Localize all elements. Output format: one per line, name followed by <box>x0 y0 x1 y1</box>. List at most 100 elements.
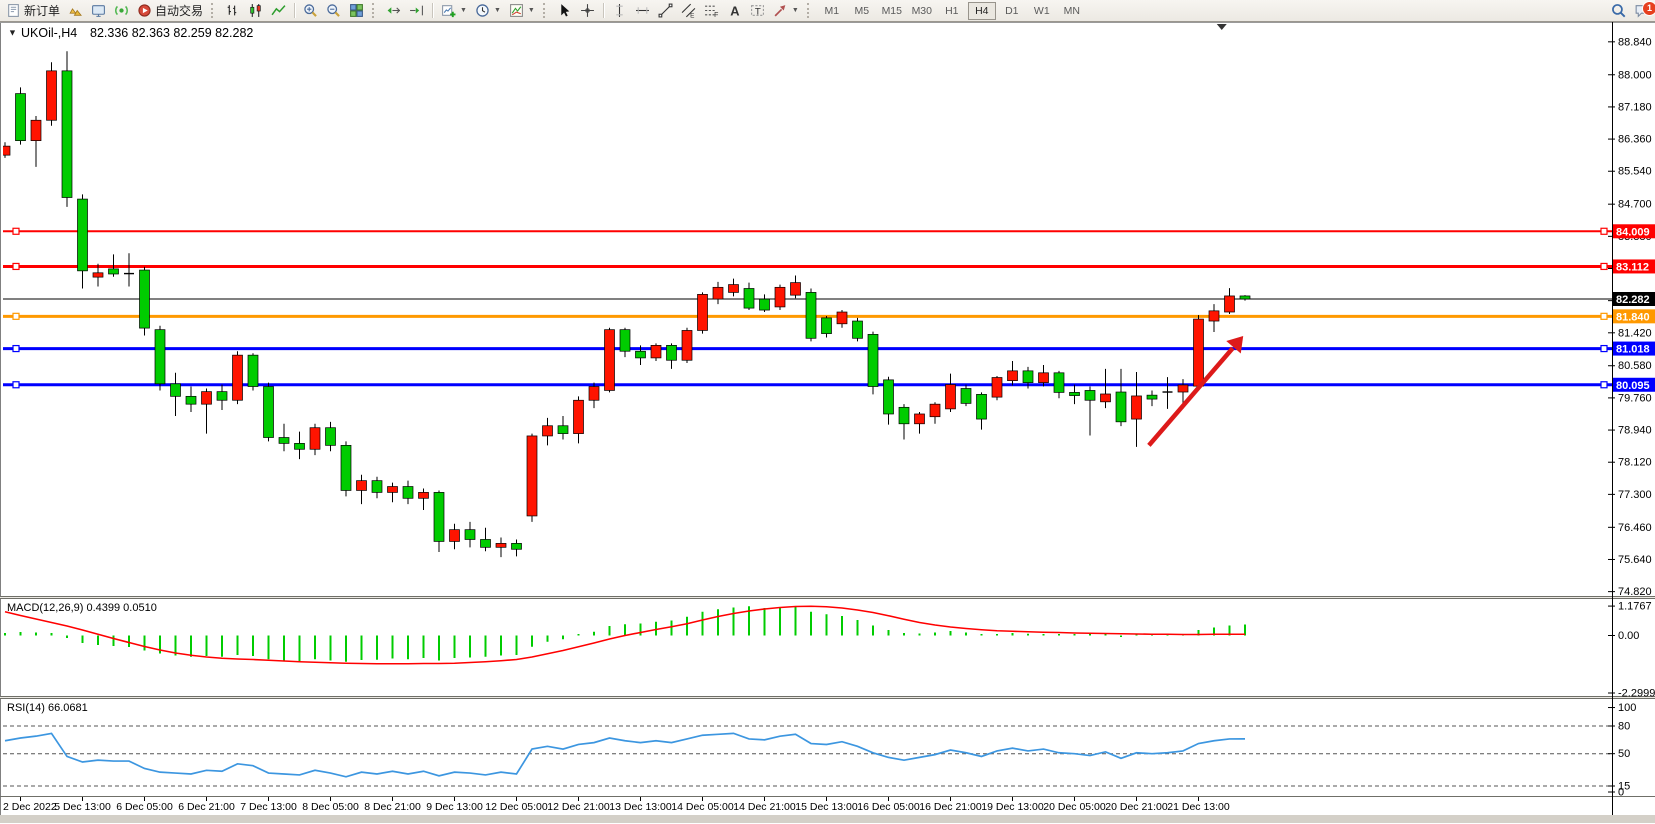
timeframe-button-mn[interactable]: MN <box>1063 4 1080 17</box>
trend-arrow-annotation[interactable] <box>1147 335 1244 447</box>
price-scale[interactable]: 88.84088.00087.18086.36085.54084.70083.8… <box>1608 22 1655 815</box>
time-axis-label: 21 Dec 13:00 <box>1167 801 1230 813</box>
text-icon: A <box>730 3 739 18</box>
vertical-line-icon <box>616 4 623 17</box>
toolbar-grip[interactable] <box>806 3 812 18</box>
auto-scroll-button[interactable] <box>382 0 405 21</box>
price-line-tag-80.095: 80.095 <box>1613 377 1655 392</box>
main-price-pane[interactable] <box>0 24 1612 558</box>
candle <box>666 343 677 369</box>
candle <box>542 417 553 446</box>
chevron-down-icon[interactable]: ▼ <box>791 7 799 14</box>
price-line-80.095[interactable] <box>3 381 1612 389</box>
candle <box>619 327 631 358</box>
chevron-down-icon[interactable]: ▼ <box>527 7 535 14</box>
fibonacci-button[interactable]: F <box>700 0 723 21</box>
terminal-icon <box>92 5 105 17</box>
text-label-button[interactable]: T <box>746 0 769 21</box>
rsi-pane[interactable] <box>3 725 1612 787</box>
svg-text:A: A <box>730 3 739 18</box>
zoom-in-button[interactable] <box>299 0 322 21</box>
timeframe-button-m15[interactable]: M15 <box>881 4 902 17</box>
candle <box>387 482 398 503</box>
candle <box>418 488 429 511</box>
profiles-button[interactable]: ▼ <box>471 0 505 21</box>
time-axis-label: 15 Dec 13:00 <box>795 801 858 813</box>
chart-collapse-icon[interactable]: ▼ <box>8 28 17 38</box>
candle <box>774 284 786 311</box>
candle <box>945 373 956 413</box>
crosshair-button[interactable] <box>576 0 599 21</box>
pane-separator[interactable] <box>0 596 1655 599</box>
line-chart-button[interactable] <box>267 0 290 21</box>
chevron-down-icon[interactable]: ▼ <box>493 7 501 14</box>
candle <box>650 343 662 362</box>
candle <box>1007 361 1018 386</box>
new-chart-icon <box>442 5 456 18</box>
vertical-line-button[interactable] <box>608 0 631 21</box>
trendline-button[interactable] <box>654 0 677 21</box>
cursor-button[interactable] <box>553 0 576 21</box>
new-chart-button[interactable]: ▼ <box>437 0 471 21</box>
price-line-84.009[interactable] <box>3 227 1612 235</box>
equidistant-channel-button[interactable]: E <box>677 0 700 21</box>
bar-chart-button[interactable] <box>221 0 244 21</box>
candle <box>232 351 243 405</box>
candle <box>61 51 73 207</box>
templates-button[interactable]: ▼ <box>505 0 539 21</box>
timeframe-button-h1[interactable]: H1 <box>945 4 959 17</box>
price-axis-label: 81.420 <box>1618 327 1652 339</box>
time-axis-label: 5 Dec 13:00 <box>54 801 111 813</box>
chart-shift-icon <box>410 5 423 16</box>
candle <box>728 278 739 297</box>
chart-shift-button[interactable] <box>405 0 428 21</box>
current-price-tag: 82.282 <box>1613 292 1655 306</box>
timeframe-button-m30[interactable]: M30 <box>911 4 932 17</box>
autotrading-button-label: 自动交易 <box>155 4 204 18</box>
text-button[interactable]: A <box>723 0 746 21</box>
time-axis-label: 20 Dec 21:00 <box>1105 801 1168 813</box>
price-line-83.112[interactable] <box>3 262 1612 271</box>
horizontal-line-button[interactable] <box>631 0 654 21</box>
tile-windows-button[interactable] <box>345 0 368 21</box>
macd-pane[interactable] <box>4 605 1246 665</box>
candle <box>976 392 987 430</box>
chevron-down-icon[interactable]: ▼ <box>460 7 467 14</box>
price-line-81.018[interactable] <box>3 344 1612 353</box>
time-axis-label: 2 Dec 2022 <box>3 801 57 813</box>
candlestick-chart-button[interactable] <box>244 0 267 21</box>
shapes-button[interactable]: ▼ <box>769 0 803 21</box>
candle <box>77 194 88 289</box>
toolbar-grip[interactable] <box>211 3 216 18</box>
autotrading-button[interactable]: 自动交易 <box>133 0 207 21</box>
timeframe-button-m5[interactable]: M5 <box>854 4 870 17</box>
candle <box>557 415 569 440</box>
candle <box>635 345 646 365</box>
pane-separator[interactable] <box>0 696 1655 699</box>
price-axis-label: 78.940 <box>1618 425 1652 437</box>
chart-shift-marker-icon <box>1216 24 1227 30</box>
toolbar-grip[interactable] <box>542 3 548 18</box>
candle <box>278 423 290 452</box>
price-axis-label: 74.820 <box>1618 586 1652 598</box>
gold-bars-button[interactable] <box>64 0 87 21</box>
candle <box>1069 384 1080 405</box>
chat-button[interactable]: 1 <box>1630 0 1655 21</box>
signal-button[interactable] <box>110 0 133 21</box>
rsi-label: RSI(14) 66.0681 <box>7 702 88 714</box>
new-order-button[interactable]: 新订单 <box>2 0 64 21</box>
time-axis-label: 12 Dec 05:00 <box>485 801 548 813</box>
search-button[interactable] <box>1607 0 1630 21</box>
price-line-tag-81.018: 81.018 <box>1613 341 1655 356</box>
chart-canvas[interactable]: ▼ UKOil-,H4 82.336 82.363 82.259 82.282 MAC… <box>0 22 1655 823</box>
timeframe-button-h4[interactable]: H4 <box>967 1 996 20</box>
timeframe-button-w1[interactable]: W1 <box>1033 4 1050 17</box>
timeframe-button-m1[interactable]: M1 <box>824 4 840 17</box>
zoom-out-button[interactable] <box>322 0 345 21</box>
candle <box>309 423 321 456</box>
timeframe-button-d1[interactable]: D1 <box>1005 4 1019 17</box>
toolbar-grip[interactable] <box>372 3 377 18</box>
svg-text:81.018: 81.018 <box>1616 344 1650 356</box>
terminal-button[interactable] <box>87 0 110 21</box>
